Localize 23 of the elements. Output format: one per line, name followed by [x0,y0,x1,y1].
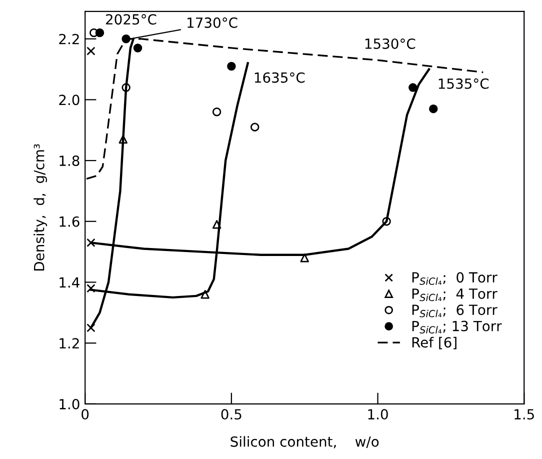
x-tick-label: 1.5 [514,409,534,420]
annotation: 2025°C [106,14,156,25]
y-tick-label: 1.6 [60,216,80,227]
x-tick-label: 0.5 [221,409,242,420]
legend-label: P$_{SiCl₄}$; 0 Torr [412,272,498,285]
x-tick-label: 0 [82,409,89,420]
annotation: 1535°C [438,78,489,89]
legend-label: P$_{SiCl₄}$; 13 Torr [412,320,502,334]
y-tick-label: 1.8 [60,156,80,166]
y-axis-title: Density, d, g/cm³ [34,144,48,270]
legend-label: Ref [6] [412,336,456,350]
y-tick-label: 1.4 [60,277,80,288]
y-tick-label: 1.2 [60,338,79,348]
x-tick-label: 1.0 [368,409,388,420]
annotation: 1530°C [365,38,416,49]
annotation: 1730°C [188,17,238,28]
y-tick-label: 2.2 [59,34,79,44]
legend-label: P$_{SiCl₄}$; 6 Torr [412,304,498,318]
y-tick-label: 2.0 [59,94,80,106]
y-tick-label: 1.0 [60,398,80,410]
legend-label: P$_{SiCl₄}$; 4 Torr [412,288,498,302]
annotation: 1635°C [254,72,305,83]
x-axis-title: Silicon content, w/o [230,436,379,448]
